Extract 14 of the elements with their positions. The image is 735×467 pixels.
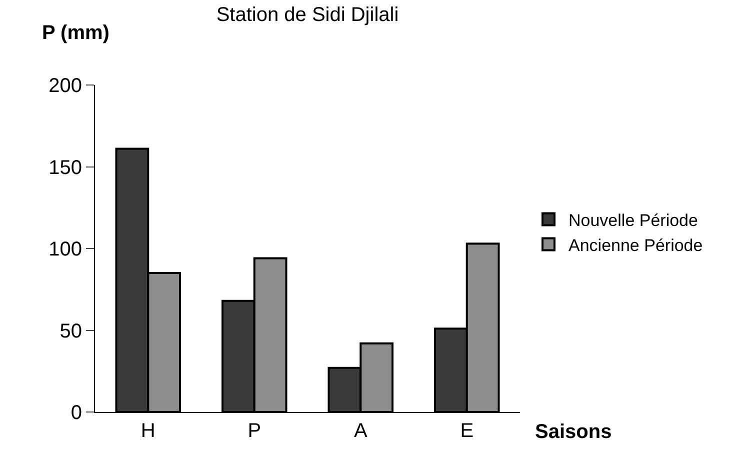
y-tick-label: 200	[48, 75, 82, 97]
x-tick-label: E	[460, 420, 474, 442]
legend-label: Ancienne Période	[568, 236, 703, 255]
x-tick-label: A	[354, 420, 368, 442]
chart-title: Station de Sidi Djilali	[216, 4, 399, 26]
x-tick-label: P	[248, 420, 262, 442]
y-tick-label: 150	[48, 156, 82, 179]
x-axis-title: Saisons	[535, 421, 612, 443]
legend-label: Nouvelle Période	[568, 210, 698, 230]
x-tick-label: H	[140, 420, 156, 442]
y-tick-label: 50	[60, 320, 82, 342]
y-tick-label: 0	[70, 402, 82, 424]
y-tick-label: 100	[48, 238, 82, 260]
y-axis-title: P (mm)	[42, 22, 110, 44]
